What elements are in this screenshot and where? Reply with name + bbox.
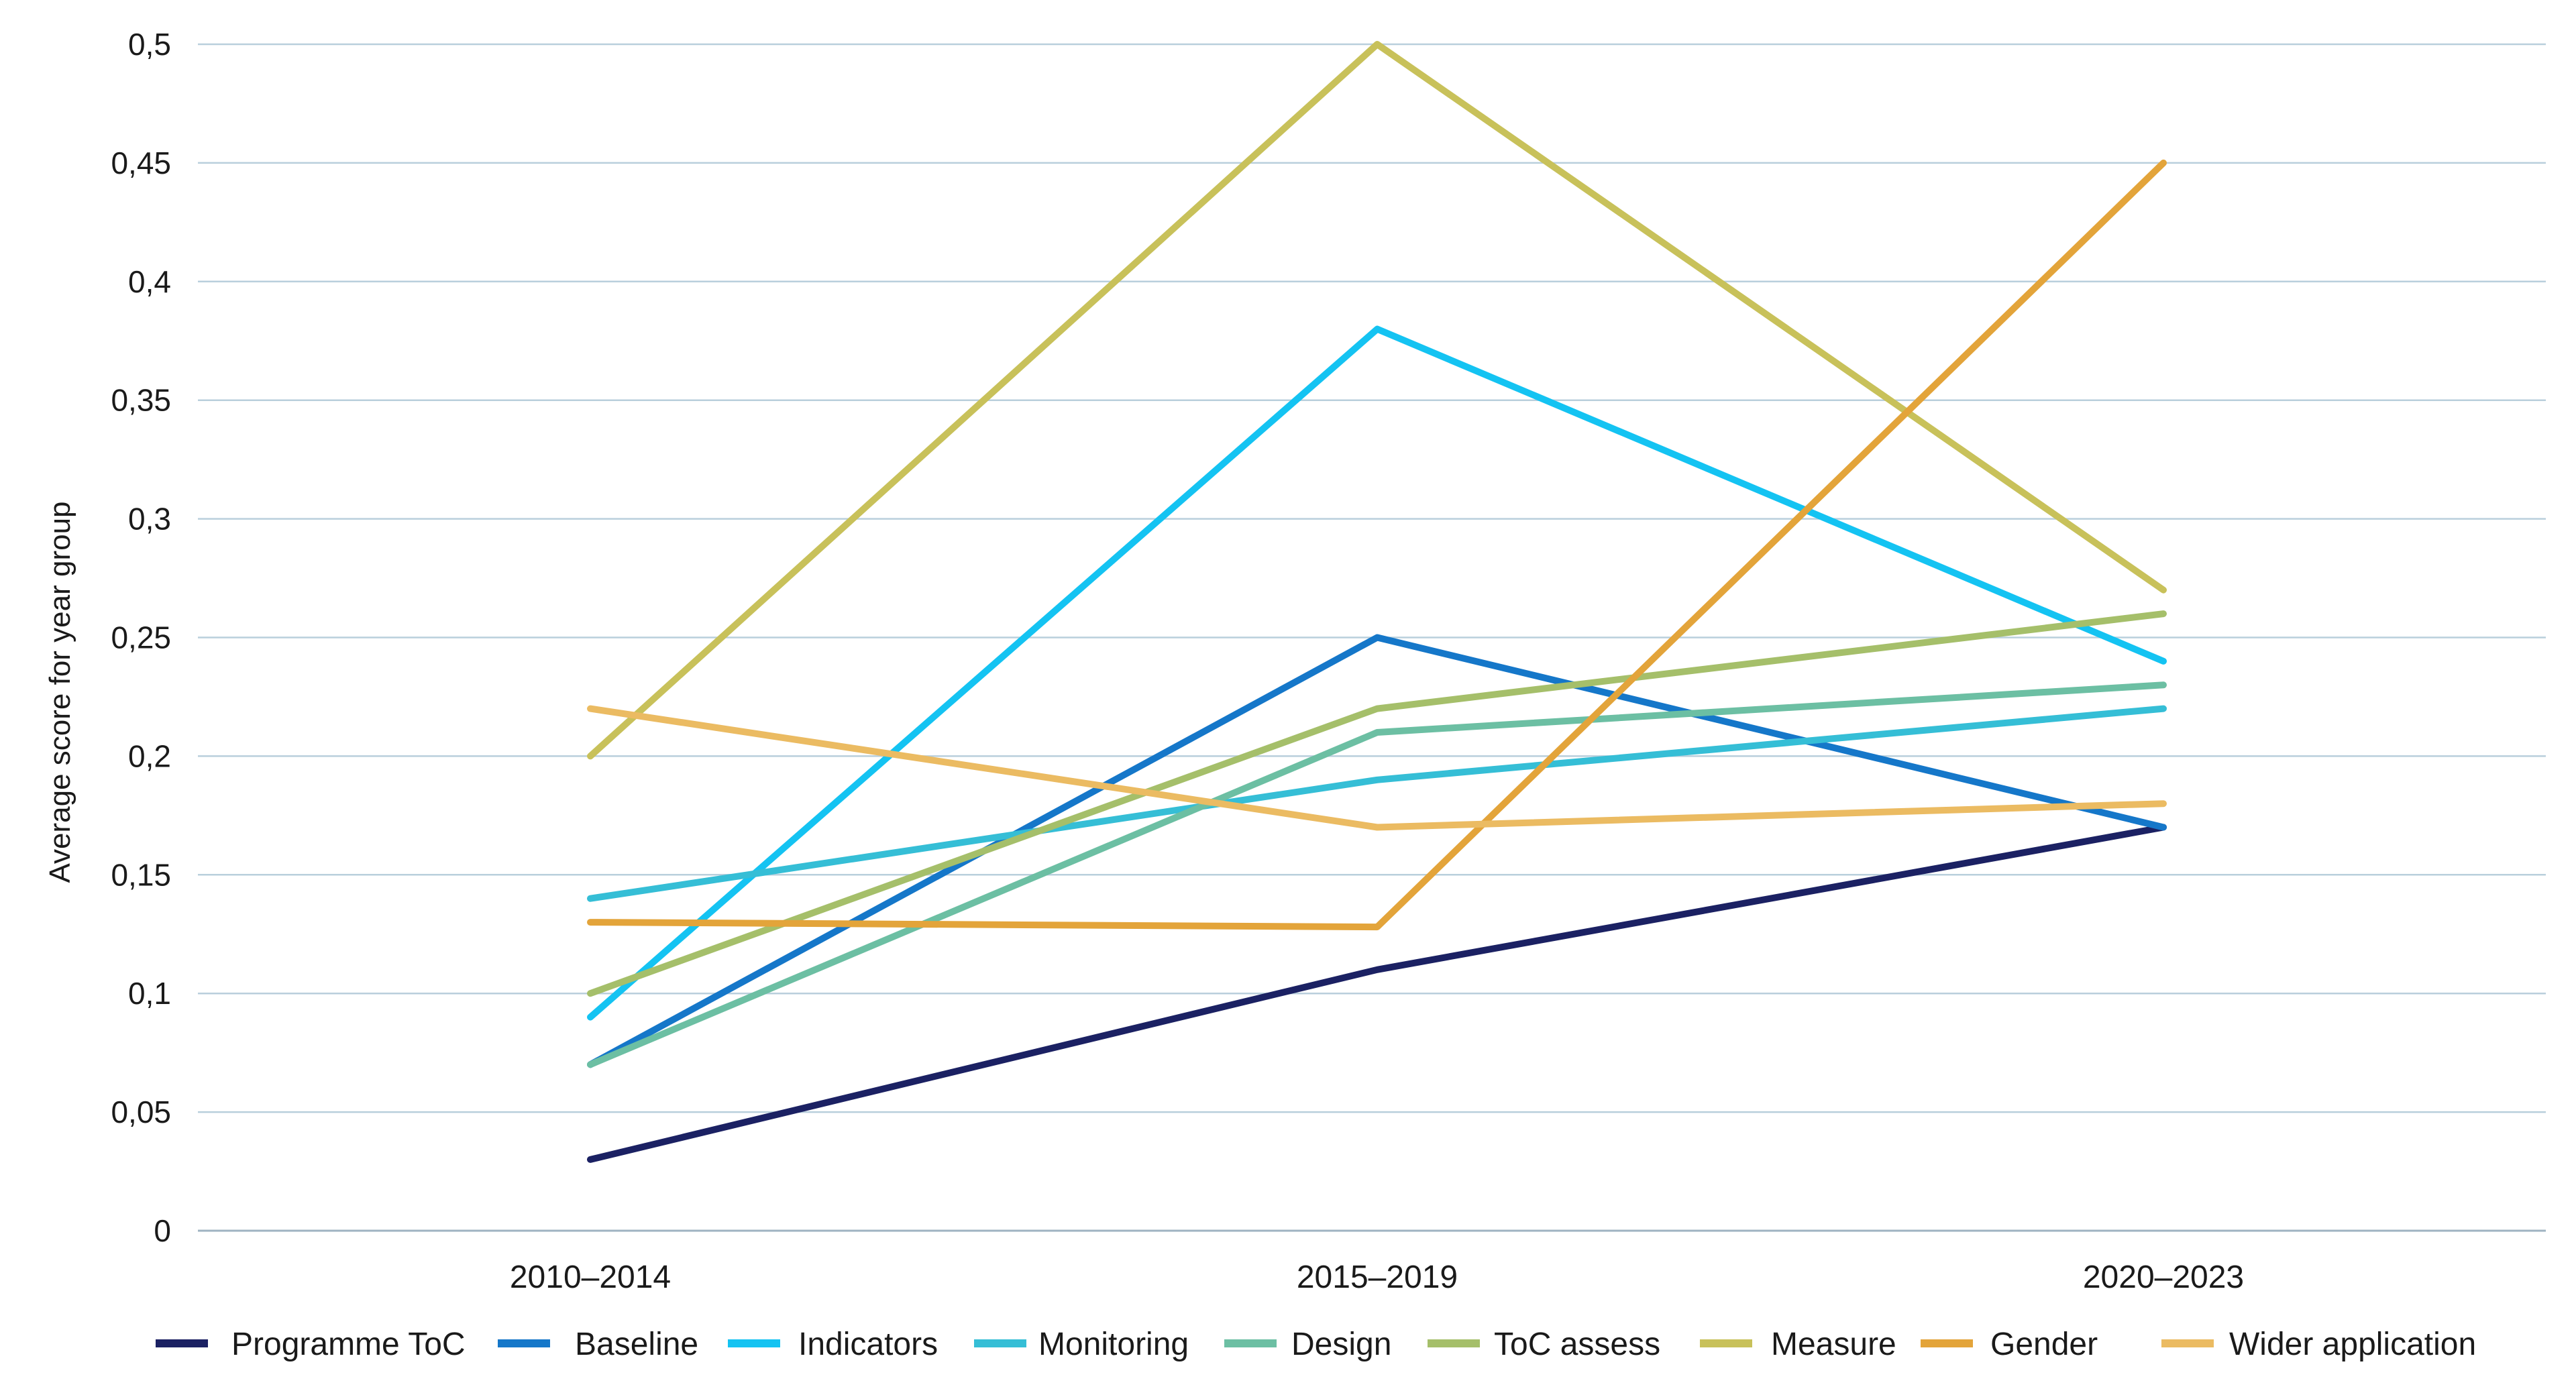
y-tick-label: 0,15 <box>111 857 171 892</box>
x-tick-label: 2010–2014 <box>510 1260 671 1295</box>
y-axis-ticks: 0 0,05 0,1 0,15 0,2 0,25 0,3 0,35 0,4 0,45 0,5 <box>111 27 171 1248</box>
y-tick-label: 0,2 <box>128 738 171 773</box>
legend-label: ToC assess <box>1494 1327 1660 1362</box>
y-tick-label: 0,25 <box>111 620 171 655</box>
series-line-indicators <box>587 325 2167 1021</box>
series-line-wider-application <box>587 705 2167 831</box>
legend: Programme ToC Baseline Indicators Monitorin… <box>156 1327 2476 1362</box>
legend-label: Programme ToC <box>231 1327 466 1362</box>
legend-label: Measure <box>1771 1327 1896 1362</box>
x-tick-label: 2015–2019 <box>1297 1260 1458 1295</box>
series-line-gender <box>587 159 2167 931</box>
series-line-monitoring <box>587 705 2167 902</box>
legend-label: Baseline <box>575 1327 698 1362</box>
legend-label: Wider application <box>2229 1327 2476 1362</box>
y-tick-label: 0,05 <box>111 1095 171 1129</box>
y-tick-label: 0,1 <box>128 976 171 1011</box>
legend-label: Monitoring <box>1038 1327 1189 1362</box>
y-tick-label: 0 <box>154 1213 171 1248</box>
series-line-design <box>587 681 2167 1068</box>
x-tick-label: 2020–2023 <box>2083 1260 2244 1295</box>
series-line-measure <box>587 41 2167 760</box>
y-tick-label: 0,5 <box>128 27 171 62</box>
legend-label: Indicators <box>798 1327 938 1362</box>
y-tick-label: 0,35 <box>111 383 171 418</box>
legend-label: Design <box>1291 1327 1391 1362</box>
y-tick-label: 0,45 <box>111 146 171 180</box>
y-axis-title: Average score for year group <box>44 501 76 883</box>
x-axis-ticks: 2010–2014 2015–2019 2020–2023 <box>510 1260 2244 1295</box>
y-tick-label: 0,3 <box>128 502 171 537</box>
series-line-toc-assess <box>587 610 2167 997</box>
series-lines <box>587 41 2167 1163</box>
y-tick-label: 0,4 <box>128 264 171 299</box>
series-line-programme-toc <box>587 824 2167 1163</box>
legend-label: Gender <box>1990 1327 2098 1362</box>
